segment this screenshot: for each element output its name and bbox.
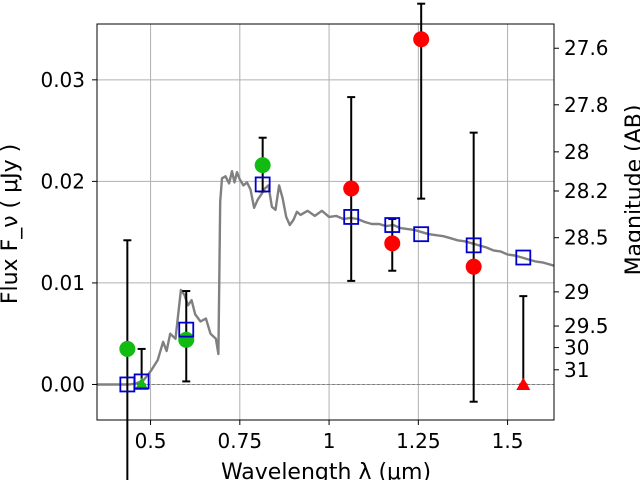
y2-tick-label: 30 bbox=[564, 336, 589, 360]
x-axis-ticks: 0.5 0.75 1 1.25 1.5 bbox=[135, 420, 524, 453]
observed-flux-point bbox=[465, 258, 482, 275]
model-photometry-points bbox=[119, 176, 532, 393]
observed-flux-point bbox=[178, 331, 195, 348]
y2-tick-label: 27.8 bbox=[564, 93, 609, 117]
x-tick-label: 0.5 bbox=[135, 429, 167, 453]
observed-flux-point bbox=[343, 180, 360, 197]
y2-axis-label: Magnitude (AB) bbox=[622, 105, 640, 276]
observed-flux-point bbox=[413, 31, 430, 48]
model-flux-box bbox=[465, 237, 482, 254]
x-axis-label: Wavelength λ (μm) bbox=[221, 460, 431, 480]
y2-tick-label: 29.5 bbox=[564, 314, 609, 338]
y2-tick-label: 29 bbox=[564, 280, 589, 304]
y-tick-label: 0.03 bbox=[40, 68, 85, 92]
x-tick-label: 1 bbox=[323, 429, 336, 453]
y2-tick-label: 28 bbox=[564, 140, 589, 164]
model-flux-box bbox=[515, 249, 532, 266]
y2-tick-label: 31 bbox=[564, 358, 589, 382]
x-tick-label: 1.5 bbox=[492, 429, 524, 453]
observed-flux-point bbox=[254, 157, 271, 174]
y-axis-ticks: 0.00 0.01 0.02 0.03 bbox=[40, 68, 97, 396]
model-flux-box bbox=[384, 217, 401, 233]
model-flux-box bbox=[254, 176, 271, 193]
observed-points bbox=[119, 31, 531, 391]
y2-tick-label: 28.2 bbox=[564, 179, 609, 203]
model-flux-box bbox=[178, 321, 195, 338]
y2-tick-label: 28.5 bbox=[564, 226, 609, 250]
x-tick-label: 1.25 bbox=[396, 429, 441, 453]
observed-flux-point bbox=[119, 340, 136, 357]
plot-frame bbox=[96, 23, 555, 421]
upper-limit-marker bbox=[134, 377, 149, 391]
model-sed-curve bbox=[97, 170, 555, 386]
y-tick-label: 0.01 bbox=[40, 271, 85, 295]
model-flux-box bbox=[133, 373, 150, 390]
x-tick-label: 0.75 bbox=[218, 429, 263, 453]
y-tick-label: 0.00 bbox=[40, 372, 85, 396]
model-flux-box bbox=[413, 226, 430, 243]
y2-tick-label: 27.6 bbox=[564, 36, 609, 60]
observed-flux-point bbox=[384, 235, 401, 252]
y-axis-label: Flux F_ν ( μJy ) bbox=[0, 144, 23, 304]
model-flux-box bbox=[343, 209, 360, 225]
upper-limit-marker bbox=[516, 377, 531, 391]
y-tick-label: 0.02 bbox=[40, 169, 85, 193]
